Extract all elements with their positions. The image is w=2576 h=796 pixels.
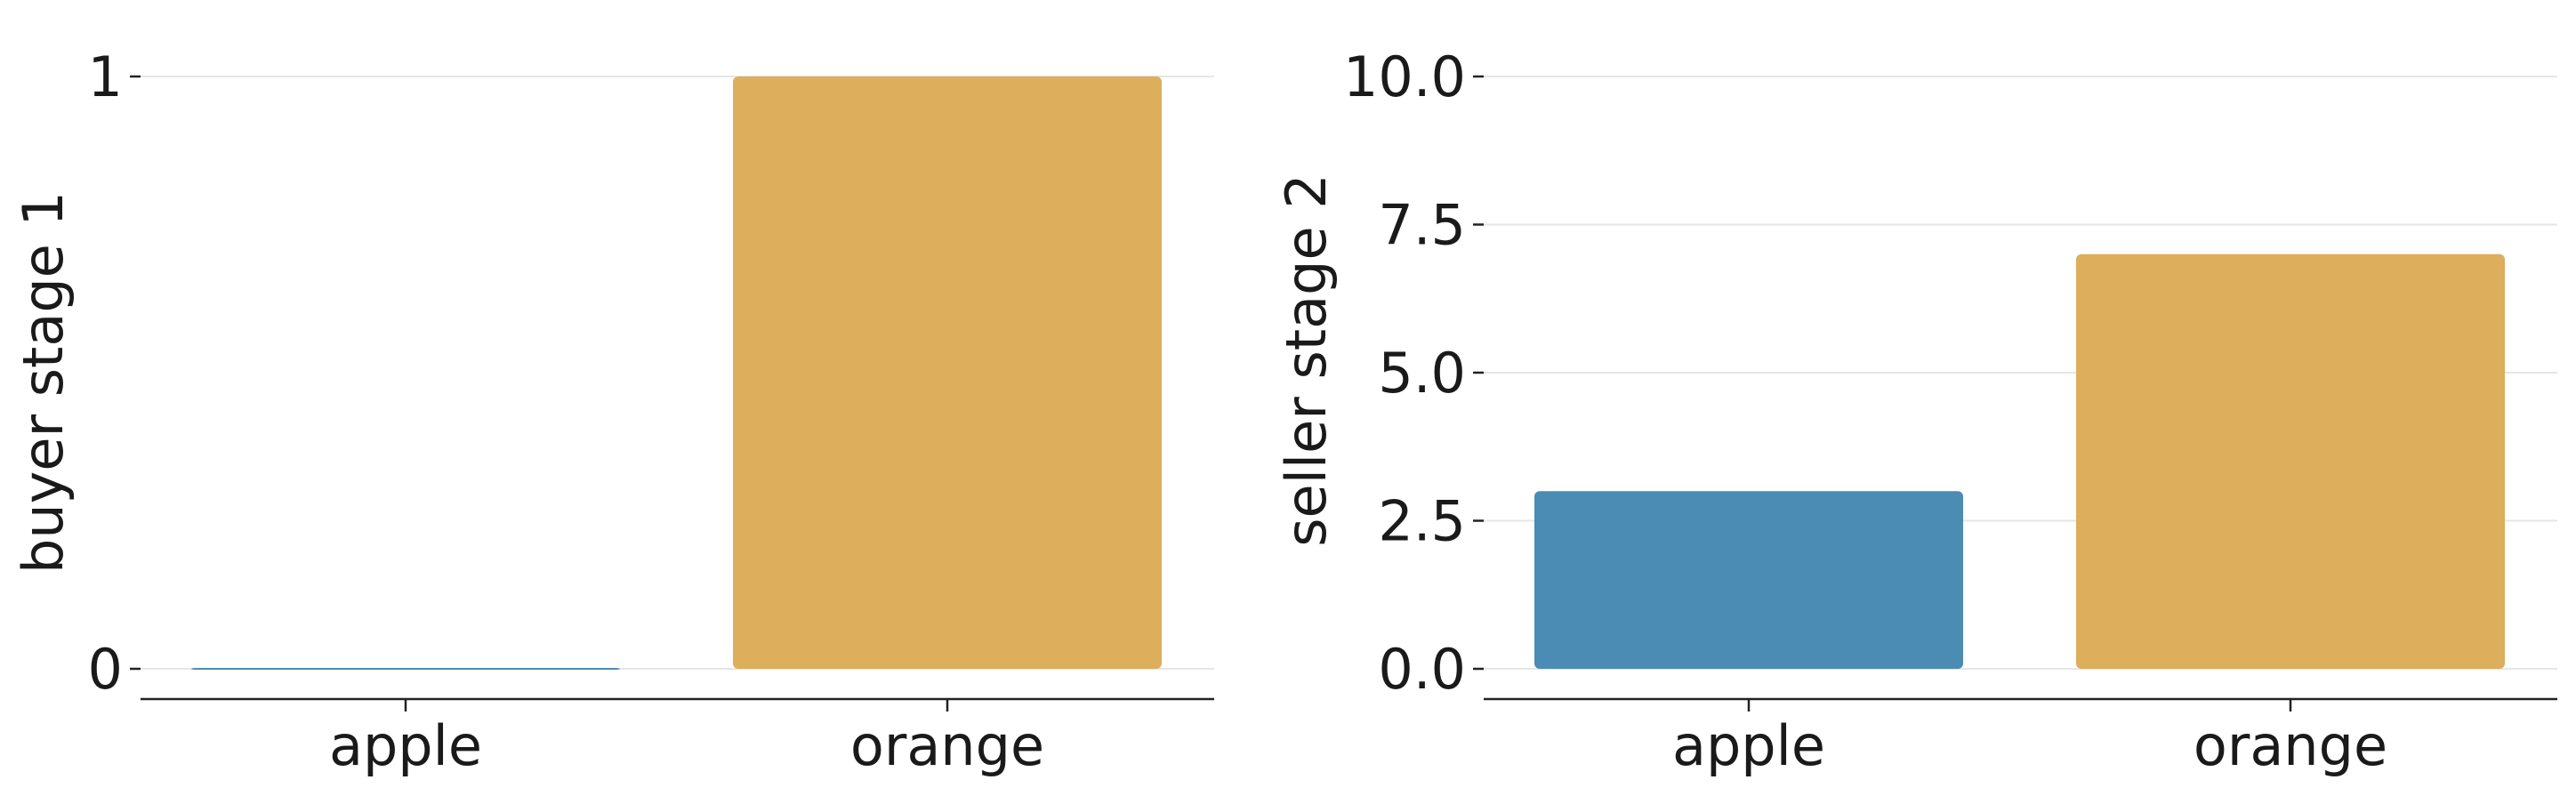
y-tick-label: 1 bbox=[88, 44, 123, 109]
x-tick-label: apple bbox=[329, 713, 482, 778]
x-tick-label: apple bbox=[1672, 713, 1825, 778]
chart-panel-seller-stage-2: 0.0 2.5 5.0 7.5 10.0 apple orange seller stag… bbox=[1274, 44, 2557, 778]
y-axis-title: buyer stage 1 bbox=[11, 191, 76, 574]
y-axis-title: seller stage 2 bbox=[1274, 173, 1339, 547]
y-tick-label: 5.0 bbox=[1378, 341, 1466, 406]
x-tick-label: orange bbox=[2194, 713, 2387, 778]
y-tick-label: 2.5 bbox=[1378, 489, 1466, 554]
y-tick-label: 7.5 bbox=[1378, 193, 1466, 258]
y-tick-label: 10.0 bbox=[1343, 44, 1466, 109]
bar-orange bbox=[2076, 253, 2505, 669]
bar-apple bbox=[1534, 491, 1963, 669]
x-tick-label: orange bbox=[850, 713, 1044, 778]
bar-orange bbox=[733, 76, 1162, 669]
y-tick-label: 0 bbox=[88, 637, 123, 702]
bar-apple bbox=[191, 668, 620, 670]
chart-panel-buyer-stage-1: 0 1 apple orange buyer stage 1 bbox=[11, 44, 1214, 778]
y-tick-label: 0.0 bbox=[1378, 637, 1466, 702]
